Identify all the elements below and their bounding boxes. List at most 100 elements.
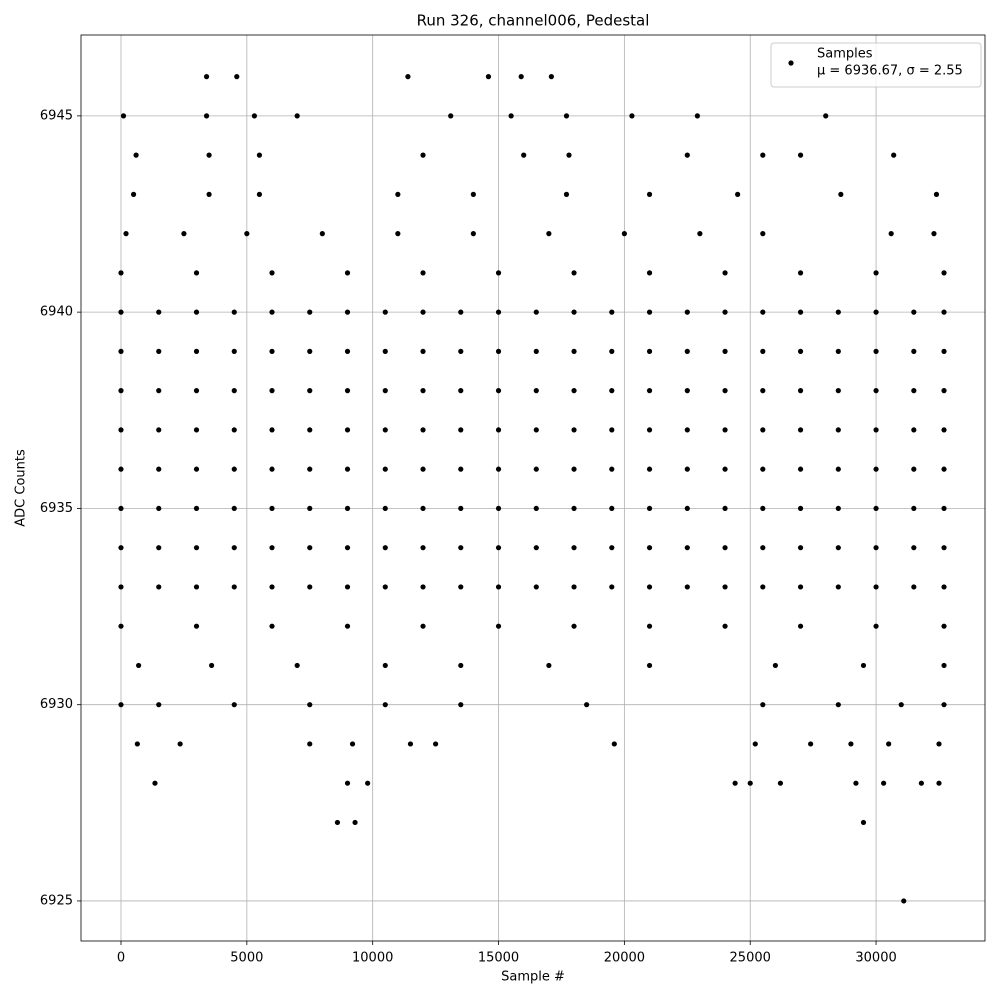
point — [873, 623, 879, 629]
point — [808, 741, 814, 747]
point — [344, 270, 351, 276]
point — [231, 348, 237, 354]
point — [546, 662, 552, 669]
point — [941, 662, 947, 669]
point — [533, 466, 539, 472]
point — [684, 388, 690, 394]
point — [941, 623, 947, 629]
x-tick-label: 15000 — [478, 951, 519, 966]
point — [269, 348, 275, 354]
point — [860, 662, 867, 669]
point — [684, 466, 690, 472]
point — [722, 623, 728, 629]
point — [646, 388, 653, 394]
point — [420, 427, 426, 433]
point — [611, 741, 617, 747]
point — [193, 348, 200, 354]
legend: Samples μ = 6936.67, σ = 2.55 — [770, 42, 982, 88]
x-tick-label: 25000 — [730, 951, 771, 966]
point — [873, 584, 879, 590]
point — [533, 388, 539, 394]
point — [521, 152, 527, 158]
point — [118, 545, 124, 551]
point — [495, 466, 502, 472]
point — [571, 270, 577, 276]
point — [684, 505, 690, 512]
point — [735, 191, 741, 197]
point — [835, 545, 841, 551]
point — [848, 741, 854, 747]
point — [420, 505, 426, 512]
point — [533, 427, 539, 433]
point — [873, 466, 879, 472]
point — [495, 270, 502, 276]
point — [684, 584, 690, 590]
point — [118, 505, 124, 512]
point — [334, 819, 341, 826]
point — [256, 152, 263, 158]
point — [797, 388, 804, 394]
point — [193, 505, 200, 512]
point — [156, 702, 162, 708]
point — [835, 309, 841, 315]
point — [853, 780, 859, 786]
point — [382, 466, 388, 472]
point — [177, 741, 183, 747]
point — [269, 623, 275, 629]
legend-box — [770, 42, 982, 88]
point — [420, 348, 426, 354]
point — [571, 505, 577, 512]
point — [458, 388, 464, 394]
point — [911, 466, 917, 472]
point — [684, 348, 690, 354]
points — [118, 74, 947, 904]
point — [646, 623, 653, 629]
point — [747, 780, 753, 786]
point — [722, 466, 728, 472]
point — [941, 584, 947, 590]
point — [269, 309, 275, 315]
point — [193, 309, 200, 315]
point — [382, 309, 388, 315]
point — [118, 702, 124, 708]
point — [797, 584, 804, 590]
point — [458, 309, 464, 315]
point — [231, 309, 237, 315]
point — [533, 505, 539, 512]
point — [269, 388, 275, 394]
point — [495, 348, 502, 354]
point — [206, 191, 212, 197]
point — [307, 545, 313, 551]
y-tick-label: 6925 — [40, 893, 73, 908]
point — [609, 505, 615, 512]
point — [918, 780, 924, 786]
point — [420, 152, 426, 158]
point — [546, 231, 552, 237]
point — [382, 348, 388, 354]
point — [344, 466, 351, 472]
point — [886, 741, 892, 747]
point — [873, 388, 879, 394]
point — [881, 780, 887, 786]
point — [470, 231, 476, 237]
point — [584, 702, 590, 708]
point — [941, 388, 947, 394]
point — [244, 231, 250, 237]
x-tick-label: 0 — [117, 951, 125, 966]
y-axis-label: ADC Counts — [14, 449, 29, 527]
point — [495, 427, 502, 433]
point — [646, 427, 653, 433]
point — [206, 152, 212, 158]
point — [835, 466, 841, 472]
point — [777, 780, 784, 786]
point — [797, 152, 804, 158]
point — [941, 270, 947, 276]
point — [231, 427, 237, 433]
point — [382, 662, 388, 669]
point — [307, 348, 313, 354]
point — [231, 545, 237, 551]
point — [609, 584, 615, 590]
point — [203, 113, 210, 119]
